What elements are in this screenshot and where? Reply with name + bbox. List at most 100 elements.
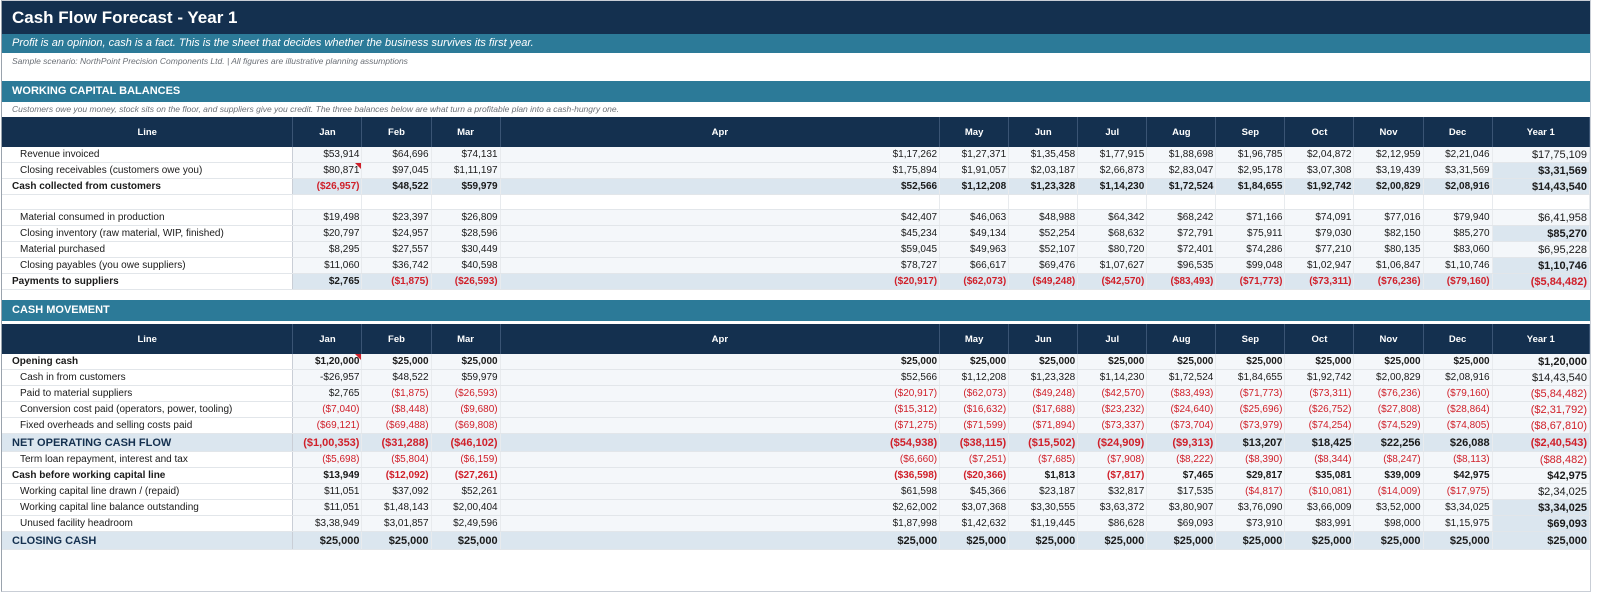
cell-year-1[interactable]: $25,000 [1492, 531, 1591, 550]
cell-jun[interactable]: ($71,894) [1008, 417, 1079, 434]
cell-feb[interactable]: $27,557 [361, 241, 432, 258]
cell-sep[interactable]: $25,000 [1215, 531, 1286, 550]
cell-oct[interactable]: $3,07,308 [1284, 162, 1355, 179]
cell-aug[interactable]: ($83,493) [1146, 273, 1217, 290]
cell-jan[interactable]: $80,871 [292, 162, 363, 179]
cell-sep[interactable]: ($71,773) [1215, 385, 1286, 402]
cell-jan[interactable]: $1,20,000 [292, 354, 363, 370]
cell-feb[interactable]: ($69,488) [361, 417, 432, 434]
cell-apr[interactable]: ($54,938) [500, 433, 941, 452]
cell-dec[interactable]: ($17,975) [1423, 483, 1493, 500]
cell-dec[interactable]: $79,940 [1423, 209, 1493, 226]
cell-jan[interactable]: $11,051 [292, 499, 363, 516]
cell-sep[interactable]: $25,000 [1215, 354, 1286, 370]
cell-apr[interactable]: ($20,917) [500, 273, 941, 290]
cell-year-1[interactable]: $2,34,025 [1492, 483, 1591, 500]
cell-sep[interactable]: $2,95,178 [1215, 162, 1286, 179]
cell-aug[interactable]: $7,465 [1146, 467, 1217, 484]
cell-aug[interactable]: $25,000 [1146, 354, 1217, 370]
cell-jul[interactable]: $1,77,915 [1077, 147, 1148, 163]
cell-nov[interactable]: ($14,009) [1353, 483, 1424, 500]
cell-jun[interactable]: $48,988 [1008, 209, 1079, 226]
cell-jun[interactable]: $69,476 [1008, 257, 1079, 274]
cell-feb[interactable]: $1,48,143 [361, 499, 432, 516]
cell-apr[interactable]: $1,17,262 [500, 147, 941, 163]
cell-may[interactable]: $1,27,371 [939, 147, 1010, 163]
cell-oct[interactable]: $77,210 [1284, 241, 1355, 258]
cell-mar[interactable]: $59,979 [431, 178, 501, 195]
cell-mar[interactable]: $1,11,197 [431, 162, 501, 179]
cell-sep[interactable]: $1,96,785 [1215, 147, 1286, 163]
cell-nov[interactable]: $3,19,439 [1353, 162, 1424, 179]
cell-mar[interactable]: $59,979 [431, 369, 501, 386]
cell-year-1[interactable]: $42,975 [1492, 467, 1591, 484]
cell-may[interactable]: $25,000 [939, 531, 1010, 550]
cell-apr[interactable]: ($36,598) [500, 467, 941, 484]
cell-jan[interactable]: $20,797 [292, 225, 363, 242]
cell-jan[interactable]: $19,498 [292, 209, 363, 226]
cell-apr[interactable]: $2,62,002 [500, 499, 941, 516]
cell-dec[interactable]: ($28,864) [1423, 401, 1493, 418]
cell-nov[interactable]: ($76,236) [1353, 273, 1424, 290]
cell-apr[interactable]: ($71,275) [500, 417, 941, 434]
cell-jun[interactable]: $1,35,458 [1008, 147, 1079, 163]
cell-may[interactable]: $49,963 [939, 241, 1010, 258]
cell-dec[interactable]: $42,975 [1423, 467, 1493, 484]
cell-year-1[interactable]: $6,41,958 [1492, 209, 1591, 226]
cell-jun[interactable]: ($17,688) [1008, 401, 1079, 418]
cell-oct[interactable]: ($8,344) [1284, 451, 1355, 468]
cell-sep[interactable]: $74,286 [1215, 241, 1286, 258]
cell-feb[interactable]: $64,696 [361, 147, 432, 163]
cell-jul[interactable]: ($42,570) [1077, 273, 1148, 290]
cell-jan[interactable]: ($5,698) [292, 451, 363, 468]
cell-nov[interactable]: ($8,247) [1353, 451, 1424, 468]
cell-mar[interactable]: ($26,593) [431, 385, 501, 402]
cell-mar[interactable]: $30,449 [431, 241, 501, 258]
cell-year-1[interactable]: ($2,40,543) [1492, 433, 1591, 452]
cell-jul[interactable]: $3,63,372 [1077, 499, 1148, 516]
cell-apr[interactable]: $52,566 [500, 178, 941, 195]
cell-jun[interactable]: $52,107 [1008, 241, 1079, 258]
cell-dec[interactable]: $83,060 [1423, 241, 1493, 258]
cell-year-1[interactable]: ($5,84,482) [1492, 385, 1591, 402]
cell-dec[interactable]: $2,08,916 [1423, 178, 1493, 195]
cell-jul[interactable]: ($73,337) [1077, 417, 1148, 434]
cell-year-1[interactable]: ($5,84,482) [1492, 273, 1591, 290]
cell-sep[interactable]: ($4,817) [1215, 483, 1286, 500]
cell-jan[interactable]: $2,765 [292, 385, 363, 402]
cell-feb[interactable]: $48,522 [361, 369, 432, 386]
cell-feb[interactable]: $25,000 [361, 354, 432, 370]
cell-dec[interactable]: $1,10,746 [1423, 257, 1493, 274]
cell-year-1[interactable]: ($8,67,810) [1492, 417, 1591, 434]
cell-nov[interactable]: $22,256 [1353, 433, 1424, 452]
cell-sep[interactable]: $71,166 [1215, 209, 1286, 226]
cell-feb[interactable]: $23,397 [361, 209, 432, 226]
cell-feb[interactable]: $25,000 [361, 531, 432, 550]
cell-oct[interactable]: ($10,081) [1284, 483, 1355, 500]
cell-apr[interactable]: $25,000 [500, 354, 941, 370]
cell-mar[interactable]: ($6,159) [431, 451, 501, 468]
cell-oct[interactable]: $25,000 [1284, 531, 1355, 550]
cell-aug[interactable]: $68,242 [1146, 209, 1217, 226]
cell-mar[interactable]: $74,131 [431, 147, 501, 163]
cell-year-1[interactable]: $3,31,569 [1492, 162, 1591, 179]
cell-mar[interactable]: $2,49,596 [431, 515, 501, 532]
cell-nov[interactable]: $2,00,829 [1353, 369, 1424, 386]
cell-mar[interactable]: $2,00,404 [431, 499, 501, 516]
cell-feb[interactable]: $36,742 [361, 257, 432, 274]
cell-jan[interactable]: ($26,957) [292, 178, 363, 195]
cell-feb[interactable]: ($1,875) [361, 385, 432, 402]
cell-aug[interactable]: ($24,640) [1146, 401, 1217, 418]
cell-year-1[interactable]: $6,95,228 [1492, 241, 1591, 258]
cell-nov[interactable]: $2,12,959 [1353, 147, 1424, 163]
cell-apr[interactable]: $1,87,998 [500, 515, 941, 532]
cell-nov[interactable]: ($74,529) [1353, 417, 1424, 434]
cell-jan[interactable]: $11,051 [292, 483, 363, 500]
cell-jul[interactable]: $2,66,873 [1077, 162, 1148, 179]
cell-jul[interactable]: $1,07,627 [1077, 257, 1148, 274]
cell-feb[interactable]: $3,01,857 [361, 515, 432, 532]
cell-jun[interactable]: ($49,248) [1008, 385, 1079, 402]
cell-jul[interactable]: $86,628 [1077, 515, 1148, 532]
cell-oct[interactable]: $1,92,742 [1284, 369, 1355, 386]
cell-sep[interactable]: $75,911 [1215, 225, 1286, 242]
